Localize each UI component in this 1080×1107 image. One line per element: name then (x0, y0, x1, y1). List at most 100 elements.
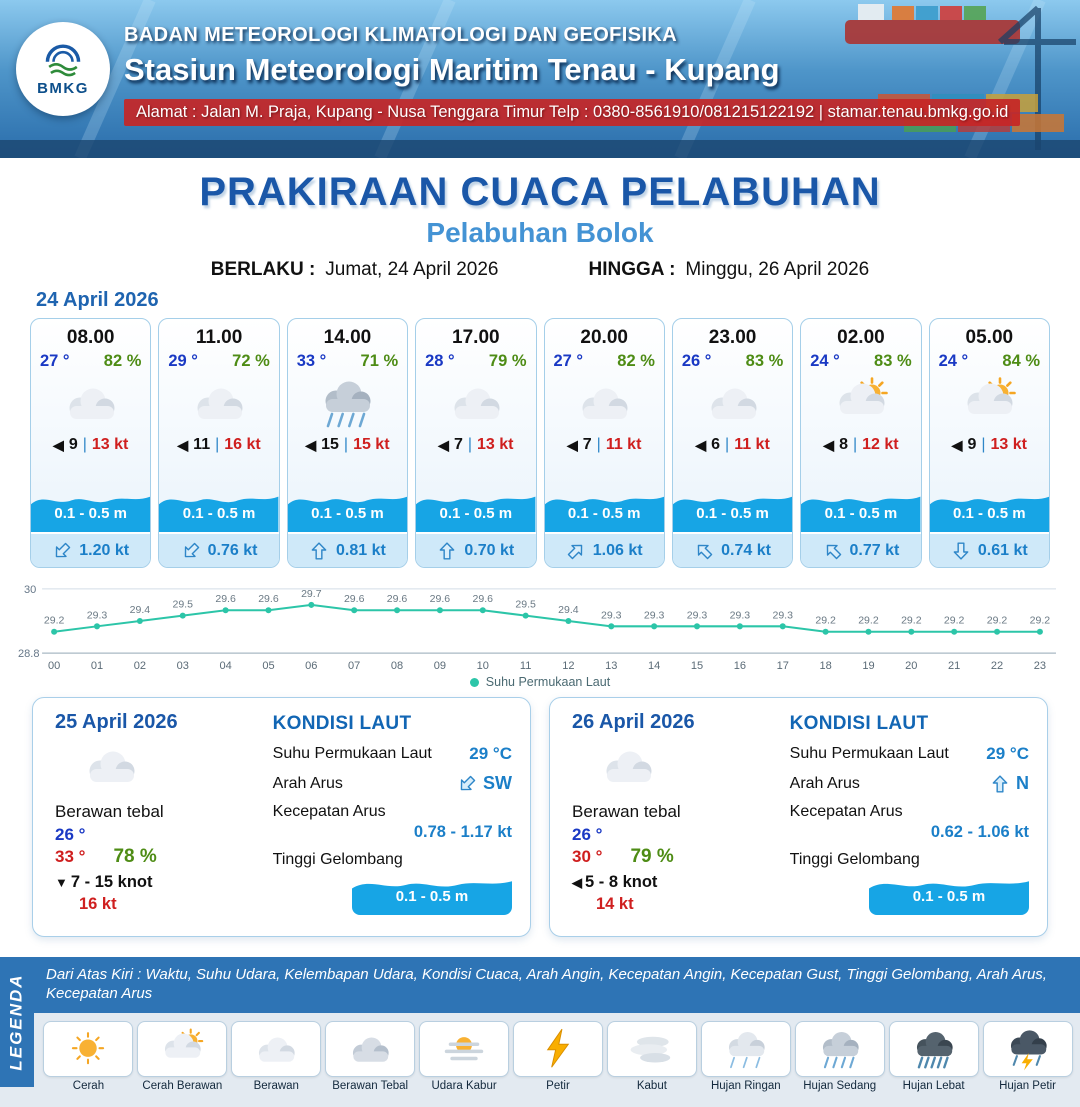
current-direction-label: Arah Arus (272, 774, 343, 792)
svg-text:29.6: 29.6 (473, 593, 494, 605)
current-speed: 0.70 kt (464, 541, 515, 559)
current-speed: 0.61 kt (977, 541, 1028, 559)
legend-item: Berawan Tebal (325, 1020, 416, 1092)
svg-text:03: 03 (177, 660, 189, 672)
current-row: 0.70 kt (416, 532, 536, 567)
wave-height-value: 0.1 - 0.5 m (953, 505, 1026, 522)
wind-direction-icon: ◀ (438, 436, 449, 453)
agency-name: BADAN METEOROLOGI KLIMATOLOGI DAN GEOFIS… (124, 24, 678, 46)
current-direction-icon (48, 536, 76, 564)
legend-icon-cloud (231, 1020, 322, 1077)
ship-icon (845, 4, 1020, 44)
port-name: Pelabuhan Bolok (426, 217, 654, 248)
humidity: 83 % (874, 352, 912, 370)
wave-height-band: 0.1 - 0.5 m (929, 488, 1049, 532)
daily-temp-min: 26 ° (572, 825, 603, 844)
wave-height-label: Tinggi Gelombang (789, 851, 920, 868)
bmkg-emblem-icon (45, 44, 81, 77)
current-speed-label: Kecepatan Arus (789, 803, 903, 820)
station-name: Stasiun Meteorologi Maritim Tenau - Kupa… (124, 52, 780, 87)
svg-text:04: 04 (219, 660, 231, 672)
wind-row: ◀ 7 | 13 kt (416, 436, 535, 454)
svg-text:29.4: 29.4 (130, 604, 151, 616)
svg-text:29.7: 29.7 (301, 588, 322, 600)
hour-label: 23.00 (708, 327, 757, 348)
svg-text:29.4: 29.4 (558, 604, 579, 616)
validity-row: BERLAKU : Jumat, 24 April 2026 HINGGA : Mi… (0, 259, 1080, 281)
sst-chart-wrap: 30 28.8 29.2 00 29.3 01 29.4 02 29.5 03 29.6 04 29.6… (0, 568, 1080, 674)
daily-gust: 16 kt (79, 895, 117, 913)
weather-icon-cloud (545, 372, 664, 434)
wave-height-band: 0.1 - 0.5 m (416, 488, 536, 532)
svg-text:29.3: 29.3 (644, 609, 665, 621)
current-direction-icon (177, 536, 205, 564)
air-temp: 33 ° (296, 352, 327, 370)
humidity: 79 % (488, 352, 527, 370)
legend-label: Cerah (72, 1079, 105, 1092)
humidity: 82 % (103, 352, 142, 370)
chart-legend: Suhu Permukaan Laut (0, 675, 1080, 689)
wind-direction-icon: ▼ (55, 875, 68, 890)
daily-card-26: 26 April 2026 Berawan tebal 26 ° 30 ° 79… (549, 697, 1048, 937)
legend-icon-sun (43, 1020, 134, 1077)
wave-height-band: 0.1 - 0.5 m (159, 488, 279, 532)
current-row: 1.06 kt (544, 532, 664, 567)
wave-height-value: 0.1 - 0.5 m (912, 888, 986, 905)
svg-text:08: 08 (391, 660, 403, 672)
svg-text:13: 13 (605, 660, 617, 672)
separator: | (981, 436, 986, 453)
separator: | (467, 436, 472, 453)
humidity: 71 % (360, 352, 399, 370)
wave-height-value: 0.1 - 0.5 m (567, 505, 641, 522)
svg-text:29.2: 29.2 (858, 615, 879, 627)
wave-height-band: 0.1 - 0.5 m (544, 488, 664, 532)
air-temp: 27 ° (40, 352, 70, 370)
bmkg-logo-text: BMKG (37, 80, 89, 97)
separator: | (596, 436, 601, 453)
legend-item: Udara Kabur (419, 1020, 510, 1092)
air-temp: 24 ° (938, 352, 969, 370)
svg-text:29.6: 29.6 (258, 593, 279, 605)
wind-direction-icon: ◀ (177, 436, 189, 453)
current-row: 0.81 kt (287, 532, 408, 567)
daily-humidity: 78 % (113, 846, 157, 867)
air-temp: 28 ° (425, 352, 455, 370)
legend-label: Kabut (636, 1079, 667, 1092)
svg-text:06: 06 (305, 660, 317, 672)
current-row: 0.76 kt (159, 532, 279, 567)
svg-text:12: 12 (562, 660, 574, 672)
header-banner: BMKG BADAN METEOROLOGI KLIMATOLOGI DAN G… (0, 0, 1080, 158)
current-speed: 0.77 kt (849, 541, 900, 559)
sst-chart: 30 28.8 29.2 00 29.3 01 29.4 02 29.5 03 29.6 04 29.6… (18, 584, 1056, 672)
legend-footer: LEGENDA Dari Atas Kiri : Waktu, Suhu Uda… (0, 957, 1080, 1107)
current-speed: 0.74 kt (721, 541, 771, 559)
wind-speed: 15 (321, 436, 339, 453)
sea-conditions-title: KONDISI LAUT (272, 713, 412, 734)
valid-to-label: HINGGA : (588, 259, 676, 280)
wave-icon (869, 881, 1029, 915)
wave-height-value: 0.1 - 0.5 m (696, 505, 769, 522)
wave-height-label: Tinggi Gelombang (272, 851, 403, 868)
hour-label: 05.00 (965, 327, 1014, 348)
weather-icon-sun-cloud (801, 372, 920, 434)
hour-label: 11.00 (195, 327, 243, 348)
current-speed: 1.20 kt (79, 541, 130, 559)
wind-direction-icon: ◀ (695, 436, 707, 453)
legend-item: Cerah (43, 1020, 134, 1092)
gust-speed: 13 kt (990, 436, 1027, 453)
address-line: Alamat : Jalan M. Praja, Kupang - Nusa T… (124, 99, 1021, 126)
daily-temp-max: 33 ° (55, 847, 86, 866)
legend-item: Hujan Sedang (794, 1020, 885, 1092)
wave-height-value: 0.1 - 0.5 m (54, 505, 127, 522)
svg-text:29.6: 29.6 (215, 593, 236, 605)
legend-label: Berawan (253, 1079, 299, 1092)
svg-text:05: 05 (262, 660, 274, 672)
wind-row: ◀ 9 | 13 kt (930, 436, 1049, 454)
wind-speed: 8 (839, 436, 848, 453)
bmkg-logo: BMKG (16, 22, 110, 116)
legend-label: Berawan Tebal (332, 1079, 409, 1092)
svg-text:21: 21 (948, 660, 960, 672)
wind-direction-icon: ◀ (572, 875, 582, 890)
wind-row: ◀ 11 | 16 kt (159, 436, 278, 454)
air-temp: 29 ° (168, 352, 198, 370)
